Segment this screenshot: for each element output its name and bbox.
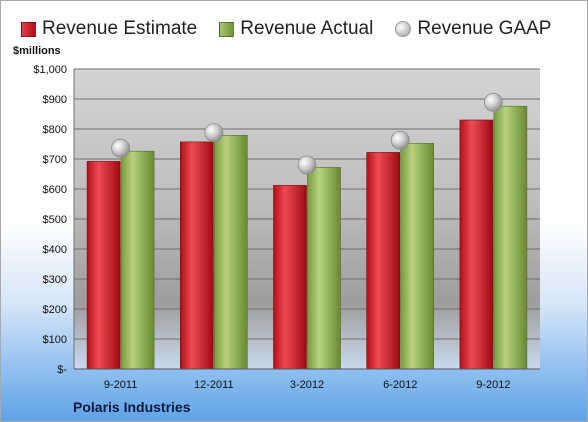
marker-revenue-gaap bbox=[297, 155, 317, 175]
bar-revenue-actual bbox=[214, 135, 248, 370]
marker-revenue-gaap bbox=[390, 130, 410, 150]
marker-revenue-gaap bbox=[483, 92, 503, 112]
legend: Revenue Estimate Revenue Actual Revenue … bbox=[21, 15, 581, 43]
legend-item-revenue-gaap: Revenue GAAP bbox=[395, 18, 551, 40]
y-axis: $- $100 $200 $300 $400 $500 $600 $700 $800 $900 $1… bbox=[33, 64, 75, 376]
legend-label-actual: Revenue Actual bbox=[240, 18, 374, 39]
bar-revenue-actual bbox=[400, 143, 435, 370]
y-tick-label: $100 bbox=[43, 334, 67, 346]
y-tick-label: $200 bbox=[43, 304, 67, 316]
y-tick-label: $400 bbox=[43, 244, 67, 256]
legend-marker-gaap bbox=[395, 21, 412, 37]
marker-revenue-gaap bbox=[204, 123, 224, 143]
y-tick-label: $300 bbox=[43, 274, 67, 286]
legend-label-estimate: Revenue Estimate bbox=[42, 18, 198, 39]
bar-revenue-actual bbox=[307, 167, 341, 370]
bar-revenue-estimate bbox=[180, 141, 214, 370]
bar-revenue-estimate bbox=[273, 185, 307, 370]
x-tick-label: 3-2012 bbox=[290, 379, 324, 391]
legend-item-revenue-estimate: Revenue Estimate bbox=[21, 18, 197, 40]
y-tick-label: $900 bbox=[43, 94, 67, 106]
x-tick-label: 6-2012 bbox=[383, 379, 417, 391]
y-tick-label: $500 bbox=[43, 214, 67, 226]
y-tick-label: $600 bbox=[43, 184, 67, 196]
y-tick-label: $700 bbox=[43, 154, 67, 166]
x-tick-label: 12-2011 bbox=[194, 379, 234, 391]
company-name: Polaris Industries bbox=[73, 399, 191, 415]
legend-swatch-actual bbox=[219, 21, 235, 37]
legend-item-revenue-actual: Revenue Actual bbox=[219, 18, 373, 40]
unit-label: $millions bbox=[13, 45, 61, 57]
legend-swatch-estimate bbox=[21, 21, 36, 37]
y-tick-label: $1,000 bbox=[33, 64, 67, 76]
x-tick-label: 9-2011 bbox=[104, 379, 137, 391]
bar-revenue-estimate bbox=[86, 161, 121, 370]
marker-revenue-gaap bbox=[111, 138, 130, 158]
bar-revenue-actual bbox=[493, 105, 528, 370]
y-tick-label: $800 bbox=[43, 124, 67, 136]
legend-label-gaap: Revenue GAAP bbox=[417, 18, 552, 39]
bars bbox=[86, 92, 528, 370]
x-tick-label: 9-2012 bbox=[476, 379, 510, 391]
bar-revenue-estimate bbox=[366, 152, 401, 370]
y-tick-label: $- bbox=[57, 364, 67, 376]
bar-revenue-estimate bbox=[459, 119, 494, 370]
bar-revenue-actual bbox=[120, 150, 155, 370]
x-axis: 9-2011 12-2011 3-2012 6-2012 9-2012 bbox=[74, 368, 540, 391]
